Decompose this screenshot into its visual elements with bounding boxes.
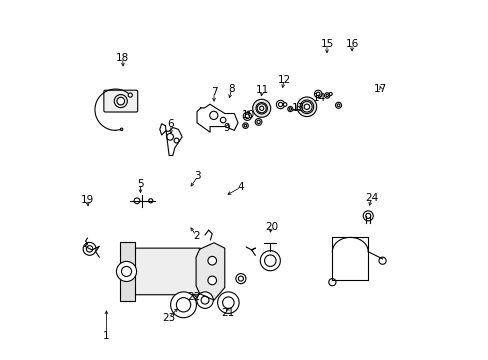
Text: 20: 20 — [264, 222, 277, 231]
Circle shape — [196, 292, 213, 309]
Circle shape — [207, 276, 216, 285]
Text: 1: 1 — [103, 331, 109, 341]
Circle shape — [328, 279, 335, 286]
Circle shape — [244, 114, 249, 118]
Text: 4: 4 — [237, 182, 244, 192]
Circle shape — [260, 251, 280, 271]
Circle shape — [176, 298, 190, 312]
Text: 7: 7 — [210, 87, 217, 97]
Circle shape — [324, 93, 329, 98]
Text: 23: 23 — [162, 313, 175, 323]
Text: 22: 22 — [186, 292, 200, 302]
Circle shape — [363, 211, 372, 221]
Circle shape — [86, 246, 93, 252]
Circle shape — [257, 104, 265, 113]
Circle shape — [287, 107, 292, 112]
Text: 14: 14 — [312, 93, 326, 103]
Circle shape — [235, 274, 245, 284]
Circle shape — [337, 104, 339, 107]
Text: 6: 6 — [167, 120, 174, 129]
Circle shape — [252, 99, 270, 117]
Circle shape — [300, 100, 313, 113]
Text: 12: 12 — [277, 75, 290, 85]
Circle shape — [114, 95, 127, 108]
Circle shape — [325, 94, 328, 97]
Circle shape — [242, 123, 248, 129]
FancyBboxPatch shape — [103, 90, 138, 112]
Circle shape — [238, 276, 243, 281]
Circle shape — [120, 128, 122, 131]
Circle shape — [117, 97, 124, 105]
Text: 13: 13 — [291, 103, 305, 113]
Circle shape — [278, 102, 282, 107]
Text: 16: 16 — [345, 39, 358, 49]
Circle shape — [174, 138, 179, 143]
Circle shape — [222, 297, 234, 309]
Circle shape — [255, 103, 267, 114]
Text: 19: 19 — [81, 195, 94, 205]
Circle shape — [121, 266, 131, 276]
Circle shape — [220, 117, 225, 123]
Circle shape — [276, 100, 284, 109]
Text: 21: 21 — [221, 308, 235, 318]
Circle shape — [316, 92, 319, 96]
Polygon shape — [196, 243, 224, 300]
Circle shape — [116, 261, 136, 282]
Text: 5: 5 — [137, 179, 143, 189]
Circle shape — [264, 255, 276, 266]
Circle shape — [304, 104, 309, 109]
Text: 18: 18 — [116, 53, 129, 63]
Circle shape — [297, 97, 316, 117]
Circle shape — [256, 120, 260, 123]
Text: 17: 17 — [373, 84, 386, 94]
Circle shape — [166, 134, 173, 140]
Circle shape — [288, 108, 291, 110]
Circle shape — [259, 106, 264, 111]
Text: 11: 11 — [255, 85, 268, 95]
Text: 8: 8 — [228, 84, 235, 94]
Circle shape — [83, 242, 96, 255]
Circle shape — [365, 213, 370, 219]
Circle shape — [134, 198, 140, 204]
Text: 9: 9 — [223, 123, 229, 133]
Circle shape — [335, 102, 341, 108]
Text: 24: 24 — [365, 193, 378, 203]
Circle shape — [217, 292, 239, 314]
Circle shape — [328, 93, 331, 95]
Circle shape — [207, 256, 216, 265]
Text: 2: 2 — [192, 231, 199, 240]
Text: 3: 3 — [194, 171, 201, 181]
Circle shape — [255, 118, 262, 125]
Circle shape — [243, 112, 251, 120]
Circle shape — [283, 103, 286, 106]
Text: 10: 10 — [241, 111, 254, 121]
Circle shape — [301, 102, 311, 112]
Circle shape — [209, 111, 218, 120]
Text: 15: 15 — [320, 39, 333, 49]
Bar — [120, 242, 135, 301]
Circle shape — [170, 292, 196, 318]
Circle shape — [148, 199, 153, 203]
Circle shape — [314, 90, 321, 98]
Circle shape — [378, 257, 386, 264]
FancyBboxPatch shape — [132, 248, 201, 295]
Circle shape — [128, 93, 132, 97]
Circle shape — [244, 124, 246, 127]
Circle shape — [201, 296, 208, 304]
